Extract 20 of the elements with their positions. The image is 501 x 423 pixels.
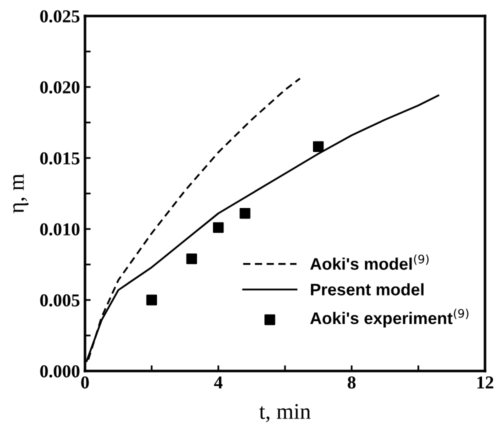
legend-label: Present model [310,283,424,296]
text: 0.000 [40,365,80,378]
y-tick-label: 0.025 [40,10,80,23]
legend-label: Aoki's experiment$^{(9)}$ [310,308,468,328]
y-tick-label: 0.020 [40,81,80,94]
x-tick-label: 8 [348,376,356,389]
x-axis-title: t, min [259,404,311,422]
y-tick-label: 0.015 [40,152,80,165]
y-tick-label: 0.010 [40,223,80,236]
point [186,253,198,264]
x-tick-label: 4 [214,376,223,388]
y-tick-label: 0.005 [40,294,80,307]
point [312,141,324,152]
x-tick-label: 0 [81,376,89,389]
point [240,208,250,219]
point [146,294,158,306]
x-tick-label: 12 [477,376,494,388]
point [212,222,224,233]
y-axis-title: η, m [13,174,28,214]
legend-label: Aoki's model$^{(9)}$ [310,254,429,270]
